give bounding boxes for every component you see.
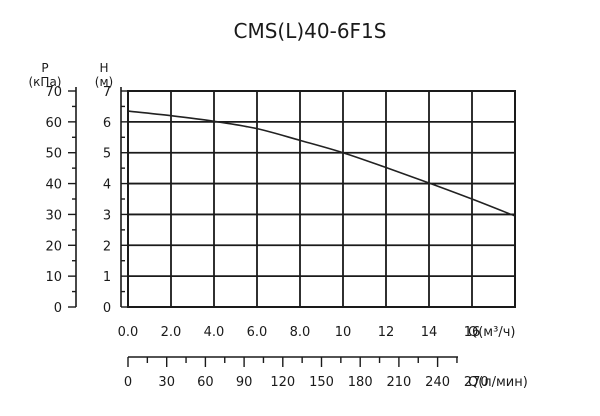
head-axis-tick-label: 4 (103, 178, 111, 193)
flow-axis-lmin-tick-label: 0 (124, 375, 132, 390)
flow-axis-m3h-tick-label: 6.0 (247, 325, 268, 340)
head-axis-tick-label: 7 (103, 85, 111, 100)
plot-frame (127, 90, 516, 308)
pressure-axis-tick-label: 20 (45, 239, 62, 254)
flow-axis-m3h-tick-label: 8.0 (290, 325, 311, 340)
flow-axis-lmin-tick-label: 120 (270, 375, 295, 390)
head-axis: 0 1 2 3 4 5 6 7 (103, 85, 128, 316)
flow-axis-m3h-tick-label: 16 (464, 325, 481, 340)
head-axis-label-symbol: H (99, 61, 108, 75)
pressure-axis-tick-label: 10 (45, 270, 62, 285)
flow-axis-m3h-label: Q(м³/ч) (468, 325, 515, 340)
head-axis-tick-label: 1 (103, 270, 111, 285)
grid (127, 90, 516, 308)
pressure-axis-label-unit: (кПа) (29, 75, 62, 89)
flow-axis-m3h-tick-label: 14 (421, 325, 438, 340)
flow-axis-m3h: 0.0 2.0 4.0 6.0 8.0 10 12 14 16 (118, 325, 481, 340)
head-axis-tick-label: 3 (103, 208, 111, 223)
performance-curve-layer (127, 110, 516, 217)
pressure-axis: 0 10 20 30 40 50 60 70 (45, 85, 77, 316)
pressure-axis-tick-label: 0 (54, 301, 62, 316)
flow-axis-lmin-tick-label: 240 (425, 375, 450, 390)
flow-axis-lmin-tick-label: 270 (464, 375, 489, 390)
flow-axis-lmin-tick-label: 210 (386, 375, 411, 390)
flow-axis-lmin-tick-label: 90 (236, 375, 253, 390)
head-axis-label-unit: (м) (95, 75, 113, 89)
flow-axis-m3h-tick-label: 0.0 (118, 325, 139, 340)
pressure-axis-tick-label: 30 (45, 208, 62, 223)
pressure-axis-tick-label: 40 (45, 178, 62, 193)
flow-axis-lmin-tick-label: 180 (348, 375, 373, 390)
head-axis-tick-label: 0 (103, 301, 111, 316)
chart-title: CMS(L)40-6F1S (234, 19, 387, 43)
pressure-axis-tick-label: 60 (45, 116, 62, 131)
flow-axis-lmin-tick-label: 150 (309, 375, 334, 390)
flow-axis-m3h-tick-label: 10 (335, 325, 352, 340)
flow-axis-lmin-tick-label: 60 (197, 375, 214, 390)
pressure-axis-tick-label: 50 (45, 147, 62, 162)
pressure-axis-label-symbol: P (41, 61, 48, 75)
flow-axis-lmin: 0 30 60 90 120 150 180 210 240 270 (124, 356, 489, 390)
head-axis-tick-label: 5 (103, 147, 111, 162)
flow-axis-m3h-tick-label: 12 (378, 325, 395, 340)
head-axis-tick-label: 2 (103, 239, 111, 254)
pressure-axis-tick-label: 70 (45, 85, 62, 100)
head-axis-tick-label: 6 (103, 116, 111, 131)
flow-axis-m3h-tick-label: 2.0 (161, 325, 182, 340)
performance-curve (127, 110, 516, 217)
flow-axis-lmin-tick-label: 30 (158, 375, 175, 390)
flow-axis-m3h-tick-label: 4.0 (204, 325, 225, 340)
flow-axis-lmin-label: Q(л/мин) (468, 375, 528, 390)
